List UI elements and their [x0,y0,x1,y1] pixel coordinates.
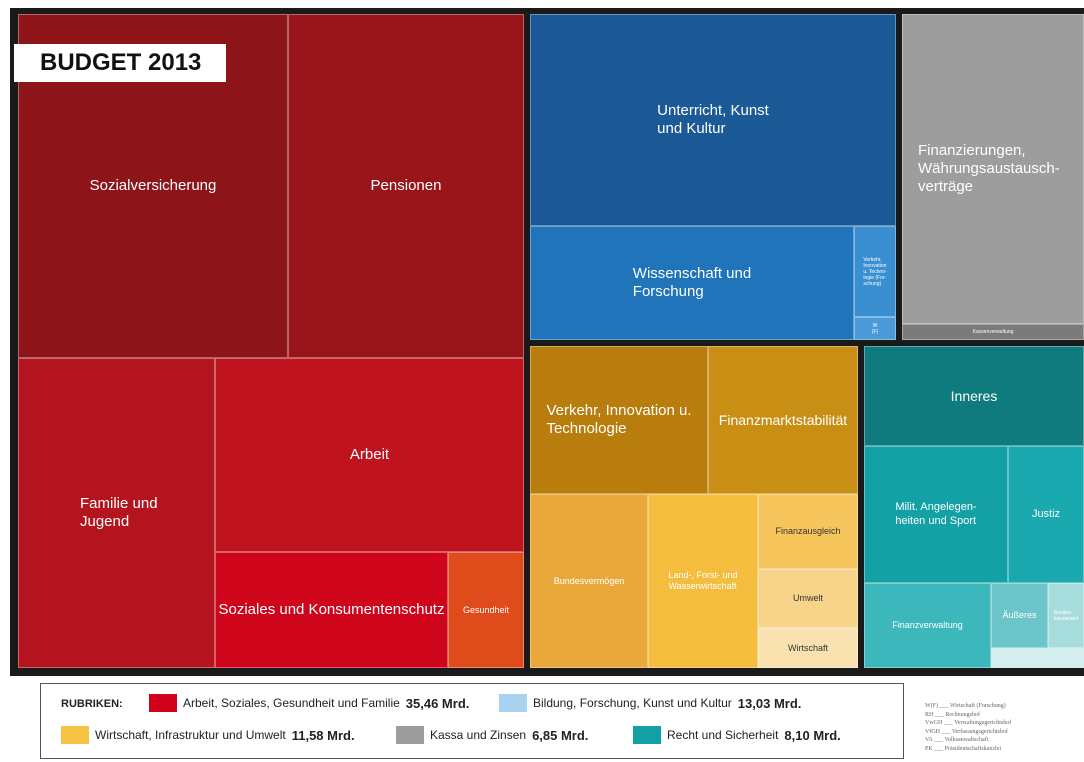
abbreviations: W(F) ___ Wirtschaft (Forschung) RH ___ Re… [925,702,1011,753]
legend-item: Recht und Sicherheit 8,10 Mrd. [633,726,841,744]
tile: Bundesvermögen [530,494,648,668]
legend-swatch [149,694,177,712]
tile: Wissenschaft und Forschung [530,226,854,340]
legend-label: Bildung, Forschung, Kunst und Kultur [533,696,732,710]
tile: Äußeres [991,583,1048,648]
tile: Umwelt [758,569,858,628]
tile: Finanzausgleich [758,494,858,569]
tile: Bundes- kanzleramt [1048,583,1084,648]
abbreviation: VwGH ___ Verwaltungsgerichtshof [925,720,1012,726]
tile: Finanzverwaltung [864,583,991,668]
legend-label: Arbeit, Soziales, Gesundheit und Familie [183,696,400,710]
legend-swatch [499,694,527,712]
legend-amount: 35,46 Mrd. [405,695,470,711]
legend-item: Bildung, Forschung, Kunst und Kultur 13,0… [499,694,801,712]
tile: Milit. Angelegen- heiten und Sport [864,446,1008,583]
treemap: Sozialversicherung Pensionen Familie und… [10,8,1084,676]
legend-amount: 11,58 Mrd. [291,727,355,743]
title: BUDGET 2013 [14,44,226,82]
legend-item: Arbeit, Soziales, Gesundheit und Familie… [149,694,469,712]
legend-swatch [396,726,424,744]
tile: Wirtschaft [758,628,858,668]
abbreviation: VfGH ___ Verfassungsgerichtshof [925,728,1008,735]
tile: Verkehr, Innovation u. Techno- logie (Fo… [854,226,896,317]
legend-swatch [633,726,661,744]
abbreviation: RH ___ Rechnungshof [925,711,980,718]
abbreviation: VA ___ Volksanwaltschaft [925,737,989,743]
tile: W (F) [854,317,896,340]
tile: Soziales und Konsumentenschutz [215,552,448,668]
legend-item: Kassa und Zinsen 6,85 Mrd. [396,726,588,744]
tile: Inneres [864,346,1084,446]
tile: Kassenverwaltung [902,324,1084,340]
tile: Pensionen [288,14,524,358]
legend: RUBRIKEN: Arbeit, Soziales, Gesundheit u… [40,683,904,759]
legend-item: Wirtschaft, Infrastruktur und Umwelt 11,5… [61,726,355,744]
legend-amount: 8,10 Mrd. [784,727,841,743]
legend-heading: RUBRIKEN: [61,698,123,710]
tile: Familie und Jugend [18,358,215,668]
legend-label: Recht und Sicherheit [667,728,779,742]
legend-amount: 13,03 Mrd. [737,695,802,711]
tile: Land-, Forst- und Wasserwirtschaft [648,494,758,668]
tile: Justiz [1008,446,1084,583]
tile: Arbeit [215,358,524,552]
legend-swatch [61,726,89,744]
tile: Finanzmarktstabilität [708,346,858,494]
tile: Verkehr, Innovation u. Technologie [530,346,708,494]
legend-amount: 6,85 Mrd. [532,727,589,743]
tile: Gesundheit [448,552,524,668]
small-tiles [991,648,1084,668]
abbreviation: W(F) ___ Wirtschaft (Forschung) [925,703,1006,709]
tile: Unterricht, Kunst und Kultur [530,14,896,226]
abbreviation: PK ___ Präsidentschaftskanzlei [925,745,1001,752]
tile: Finanzierungen, Währungsaustausch- vertr… [902,14,1084,324]
legend-label: Wirtschaft, Infrastruktur und Umwelt [95,728,286,742]
legend-label: Kassa und Zinsen [430,728,527,742]
